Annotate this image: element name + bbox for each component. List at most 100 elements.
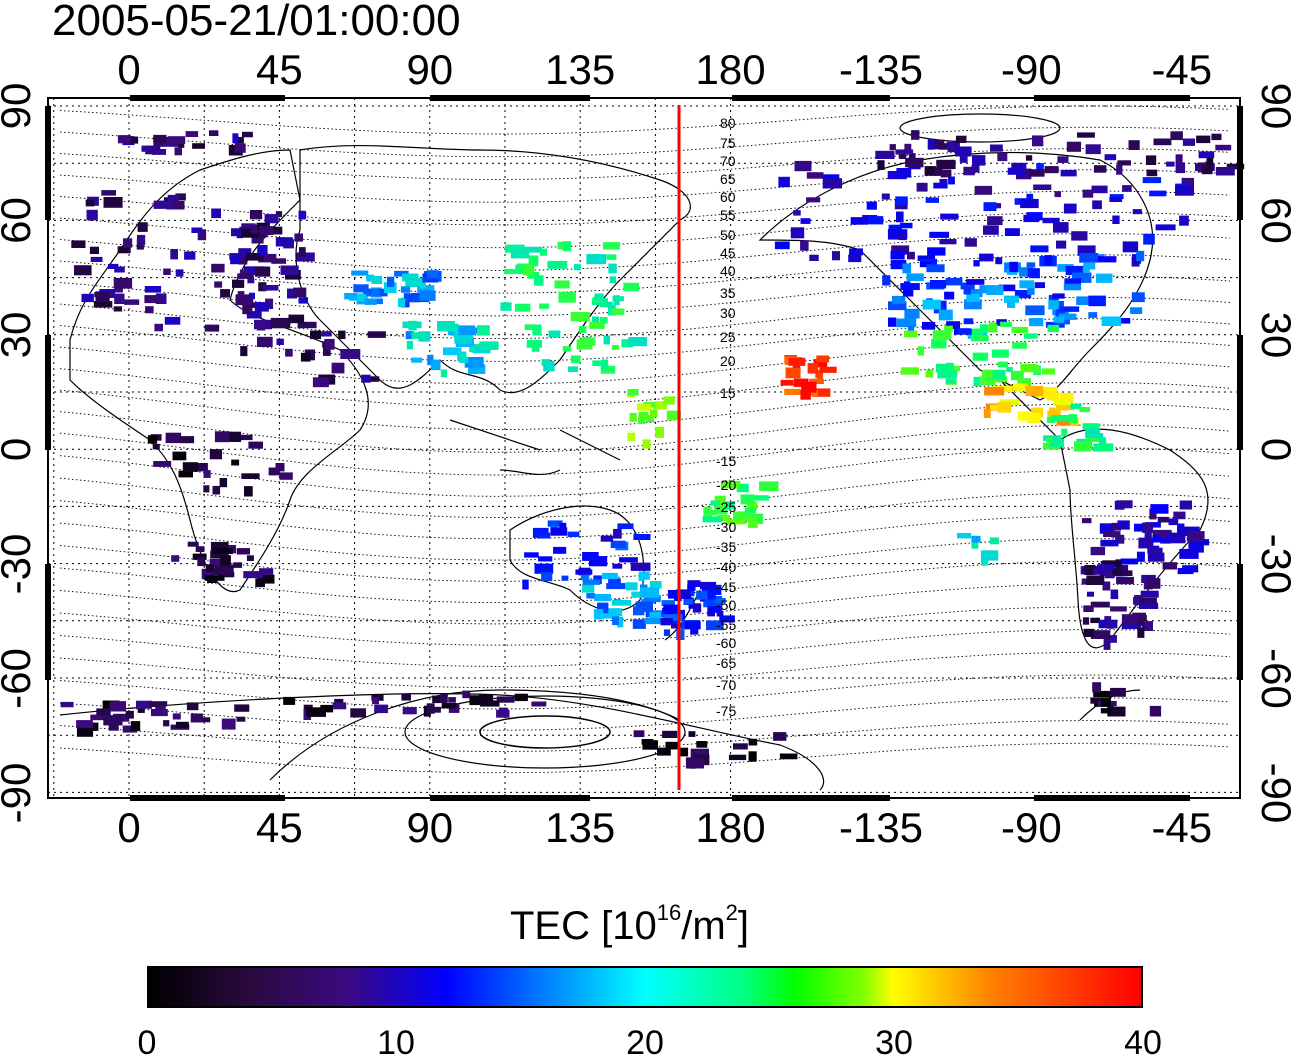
- tec-patch: [402, 707, 417, 715]
- tec-patch: [613, 528, 622, 539]
- tec-patch: [117, 246, 131, 254]
- tec-patch: [394, 270, 409, 277]
- tec-patch: [406, 340, 413, 350]
- tec-patch: [411, 332, 425, 339]
- tec-patch: [1147, 547, 1163, 554]
- tec-patch: [124, 299, 140, 305]
- tec-patch: [981, 558, 989, 566]
- tec-patch: [687, 584, 696, 591]
- tec-patch: [603, 242, 620, 250]
- tec-patch: [960, 282, 975, 290]
- tec-patch: [1020, 198, 1039, 209]
- tec-patch: [1065, 265, 1084, 276]
- tec-patch: [1000, 321, 1012, 328]
- tec-patch: [907, 325, 915, 334]
- tec-patch: [990, 144, 1003, 152]
- tec-patch: [275, 463, 285, 472]
- tec-patch: [367, 331, 386, 338]
- tec-patch: [1149, 508, 1157, 520]
- tec-patch: [904, 308, 920, 319]
- tec-patch: [1134, 595, 1144, 606]
- tec-patch: [973, 260, 980, 267]
- tec-patch: [987, 216, 1003, 226]
- tec-patch: [192, 553, 207, 560]
- tec-patch: [979, 253, 994, 262]
- tec-patch: [611, 600, 632, 606]
- tec-patch: [122, 725, 138, 733]
- tec-patch: [899, 222, 913, 229]
- tec-patch: [719, 615, 735, 623]
- tec-patch: [621, 339, 634, 348]
- tec-patch: [594, 293, 604, 301]
- tec-patch: [608, 578, 621, 585]
- tec-patch: [1149, 705, 1162, 717]
- tec-patch: [85, 199, 95, 207]
- tec-patch: [657, 747, 671, 756]
- tec-patch: [944, 291, 955, 300]
- tec-patch: [582, 552, 599, 561]
- tec-patch: [714, 598, 726, 604]
- tec-patch: [561, 575, 569, 581]
- tec-patch: [175, 721, 189, 728]
- tec-patch: [1215, 144, 1232, 151]
- tec-patch: [185, 131, 199, 137]
- tec-patch: [887, 229, 908, 240]
- tec-patch: [1186, 531, 1205, 542]
- tec-patch: [527, 272, 540, 279]
- tec-patch: [1077, 245, 1096, 256]
- tec-patch: [1093, 443, 1114, 452]
- tec-patch: [1082, 189, 1094, 198]
- tec-patch: [1032, 135, 1044, 147]
- contour-label--60: -60: [716, 635, 736, 651]
- tec-patch: [586, 593, 595, 599]
- tec-patch: [809, 378, 824, 384]
- tec-patch: [611, 308, 625, 315]
- lat-right-label: 30: [1253, 312, 1292, 359]
- tec-patch: [1056, 405, 1075, 411]
- tec-patch: [514, 693, 528, 702]
- tec-patch: [405, 278, 426, 287]
- tec-patch: [582, 583, 595, 593]
- tec-patch: [1140, 597, 1157, 605]
- tec-patch: [637, 403, 652, 411]
- tec-patch: [1165, 532, 1186, 544]
- tec-patch: [1046, 437, 1053, 443]
- tec-patch: [628, 337, 648, 347]
- tec-patch: [244, 296, 252, 304]
- tec-patch: [1122, 241, 1139, 253]
- tec-patch: [537, 532, 551, 539]
- tec-patch: [881, 193, 890, 200]
- tec-patch: [1090, 601, 1110, 608]
- lat-left-label: 60: [0, 197, 39, 244]
- tec-patch: [351, 270, 369, 276]
- tec-patch: [582, 579, 601, 585]
- tec-patch: [788, 357, 806, 366]
- tec-patch: [76, 720, 93, 729]
- tec-patch: [1088, 312, 1098, 318]
- tec-patch: [108, 723, 119, 731]
- tec-patch: [1056, 240, 1067, 249]
- tec-patch: [361, 374, 371, 383]
- tec-patch: [667, 590, 680, 599]
- tec-patch: [989, 404, 1002, 411]
- tec-patch: [692, 603, 702, 613]
- tec-patch: [790, 227, 805, 239]
- tec-patch: [632, 619, 646, 629]
- tec-patch: [400, 297, 410, 308]
- lon-bottom-label: 135: [545, 804, 615, 851]
- tec-patch: [195, 546, 205, 552]
- tec-patch: [293, 287, 307, 298]
- tec-patch: [706, 620, 724, 631]
- tec-patch: [661, 600, 675, 606]
- tec-patch: [980, 550, 999, 561]
- lat-left-label: 90: [0, 83, 39, 130]
- tec-patch: [1011, 326, 1029, 334]
- colorbar-title-exponent-1: 16: [656, 900, 682, 925]
- tec-patch: [219, 478, 228, 488]
- tec-patch: [748, 517, 758, 528]
- tec-measurement-patches: [60, 130, 1245, 769]
- tec-patch: [642, 439, 651, 449]
- tec-patch: [1110, 606, 1127, 612]
- tec-patch: [905, 157, 924, 168]
- tec-patch: [1014, 290, 1032, 299]
